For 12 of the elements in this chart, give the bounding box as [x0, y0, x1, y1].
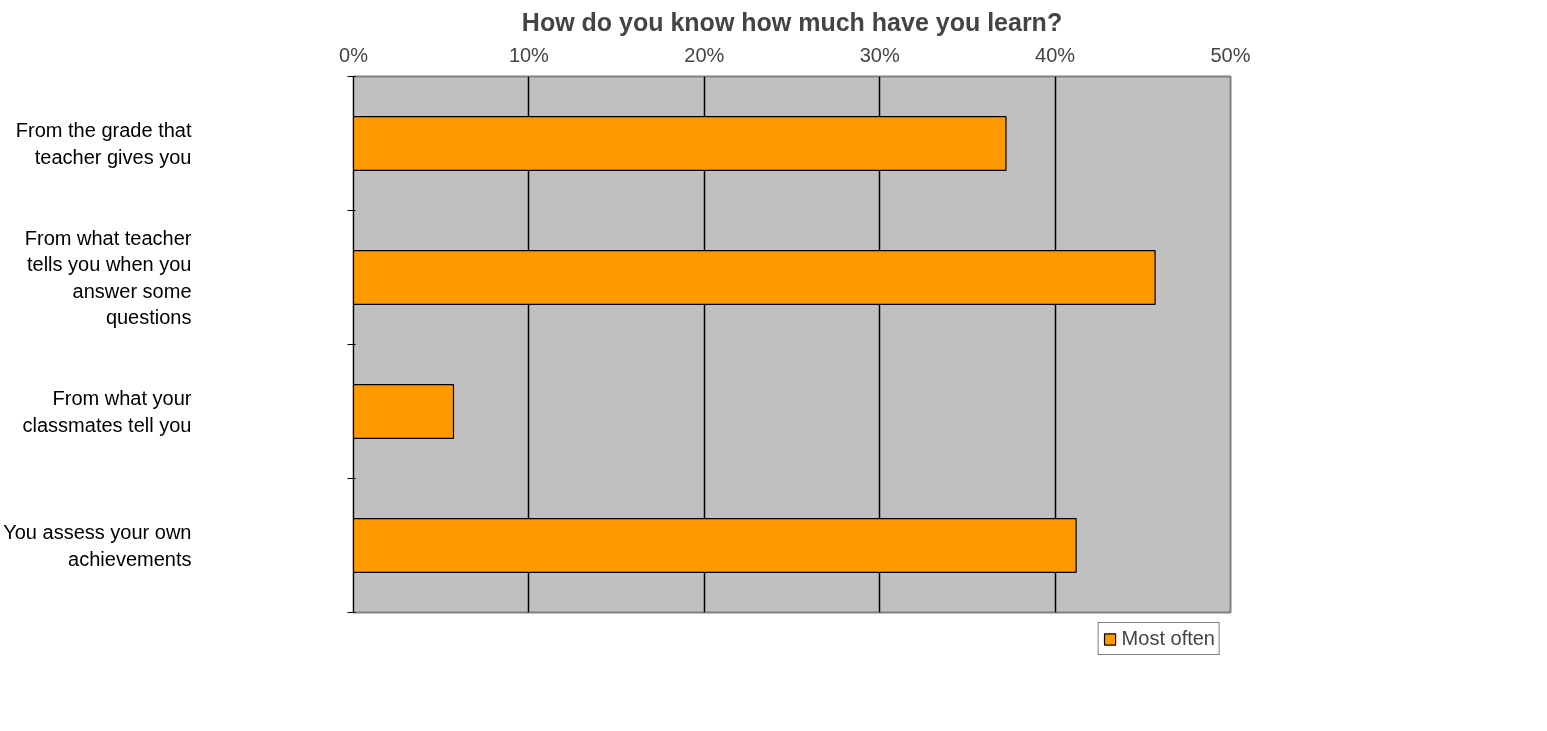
chart-title: How do you know how much have you learn?: [521, 7, 1063, 36]
y-tick-label: From the grade that teacher gives you: [15, 119, 192, 168]
y-tick-label: From what your classmates tell you: [22, 387, 192, 436]
y-tick-label: You assess your own achievements: [3, 521, 192, 570]
x-tick-label: 30%: [859, 43, 900, 66]
legend-label: Most often: [1121, 627, 1215, 650]
x-tick-label: 0%: [339, 43, 369, 66]
x-tick-label: 50%: [1210, 43, 1251, 66]
x-tick-label: 20%: [684, 43, 725, 66]
y-tick-label: From what teacher tells you when you answer some questions: [24, 226, 192, 329]
x-tick-label: 40%: [1035, 43, 1076, 66]
x-tick-label: 10%: [508, 43, 550, 66]
